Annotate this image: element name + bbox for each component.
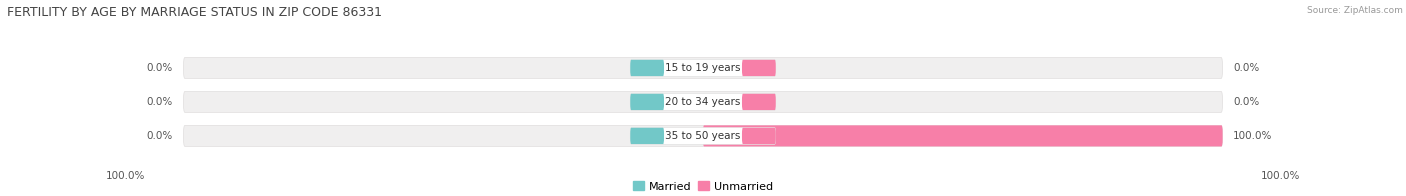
FancyBboxPatch shape [742, 128, 776, 144]
Text: 0.0%: 0.0% [146, 63, 173, 73]
FancyBboxPatch shape [630, 60, 664, 76]
Text: 15 to 19 years: 15 to 19 years [665, 63, 741, 73]
Text: 100.0%: 100.0% [105, 171, 145, 181]
Legend: Married, Unmarried: Married, Unmarried [628, 177, 778, 196]
FancyBboxPatch shape [630, 93, 776, 110]
Text: 100.0%: 100.0% [1261, 171, 1301, 181]
FancyBboxPatch shape [183, 91, 1223, 113]
FancyBboxPatch shape [630, 127, 776, 144]
FancyBboxPatch shape [630, 128, 664, 144]
FancyBboxPatch shape [183, 57, 1223, 78]
Text: 0.0%: 0.0% [146, 131, 173, 141]
Text: Source: ZipAtlas.com: Source: ZipAtlas.com [1308, 6, 1403, 15]
Text: 0.0%: 0.0% [1233, 63, 1260, 73]
Text: 20 to 34 years: 20 to 34 years [665, 97, 741, 107]
Text: FERTILITY BY AGE BY MARRIAGE STATUS IN ZIP CODE 86331: FERTILITY BY AGE BY MARRIAGE STATUS IN Z… [7, 6, 382, 19]
FancyBboxPatch shape [742, 94, 776, 110]
Text: 100.0%: 100.0% [1233, 131, 1272, 141]
FancyBboxPatch shape [183, 125, 1223, 146]
FancyBboxPatch shape [742, 60, 776, 76]
Text: 0.0%: 0.0% [1233, 97, 1260, 107]
Text: 0.0%: 0.0% [146, 97, 173, 107]
FancyBboxPatch shape [630, 59, 776, 76]
FancyBboxPatch shape [703, 125, 1223, 146]
Text: 35 to 50 years: 35 to 50 years [665, 131, 741, 141]
FancyBboxPatch shape [630, 94, 664, 110]
